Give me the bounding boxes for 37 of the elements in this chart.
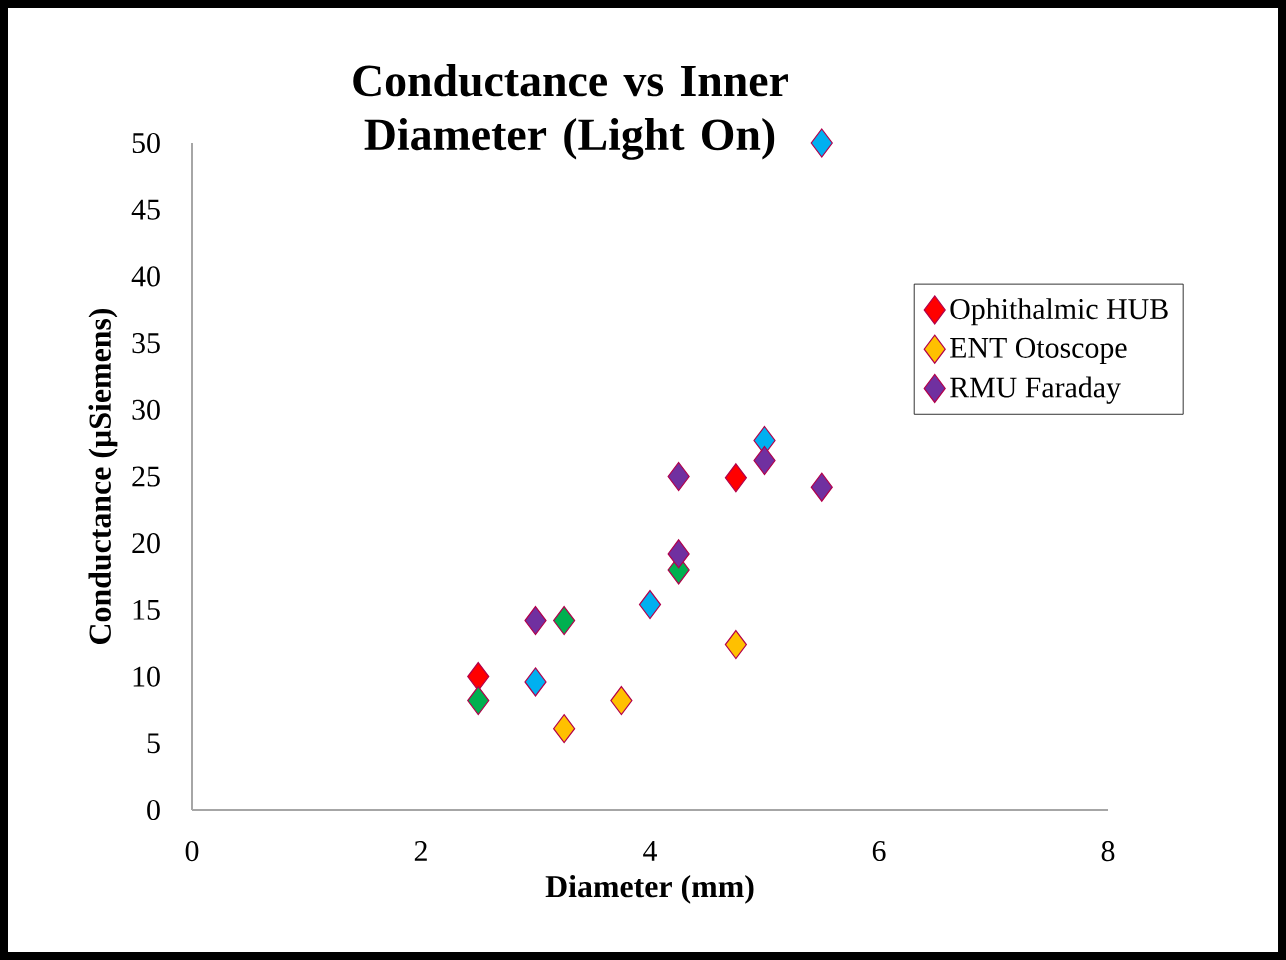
y-tick-label: 10 <box>133 666 160 687</box>
point <box>724 629 747 660</box>
y-tick-label: 25 <box>132 466 160 487</box>
y-tick-label: 35 <box>132 333 160 354</box>
point <box>810 472 833 502</box>
y-tick-label: 20 <box>132 533 160 554</box>
x-tick-label: 6 <box>872 841 886 862</box>
point <box>610 686 633 716</box>
point <box>553 714 576 744</box>
x-tick-label: 2 <box>414 841 427 861</box>
legend-label: ENT Otoscope <box>950 337 1127 364</box>
point <box>810 128 833 158</box>
x-axis-title: Diameter (mm) <box>545 874 754 904</box>
chart-title: Conductance vs Inner Diameter (Light On) <box>353 64 788 160</box>
point <box>638 589 662 620</box>
point <box>753 445 776 476</box>
y-tick-label: 30 <box>132 399 160 420</box>
point <box>524 667 547 697</box>
legend-label: Ophithalmic HUB <box>950 298 1168 326</box>
point <box>553 605 576 636</box>
x-tick-label: 0 <box>185 841 199 862</box>
y-tick-label: 50 <box>132 132 160 154</box>
y-tick-label: 45 <box>131 199 160 220</box>
y-axis-title: Conductance (µSiemens) <box>88 308 118 644</box>
y-tick-label: 40 <box>131 266 160 287</box>
x-tick-label: 4 <box>643 841 657 861</box>
point <box>667 461 690 492</box>
point <box>724 463 747 493</box>
y-tick-label: 0 <box>147 799 160 821</box>
point <box>524 605 547 636</box>
point <box>667 539 690 569</box>
y-tick-label: 5 <box>147 733 160 754</box>
legend-label: RMU Faraday <box>950 376 1121 404</box>
y-tick-label: 15 <box>133 599 160 620</box>
point <box>467 686 490 716</box>
point <box>467 662 490 692</box>
x-tick-label: 8 <box>1101 841 1115 862</box>
